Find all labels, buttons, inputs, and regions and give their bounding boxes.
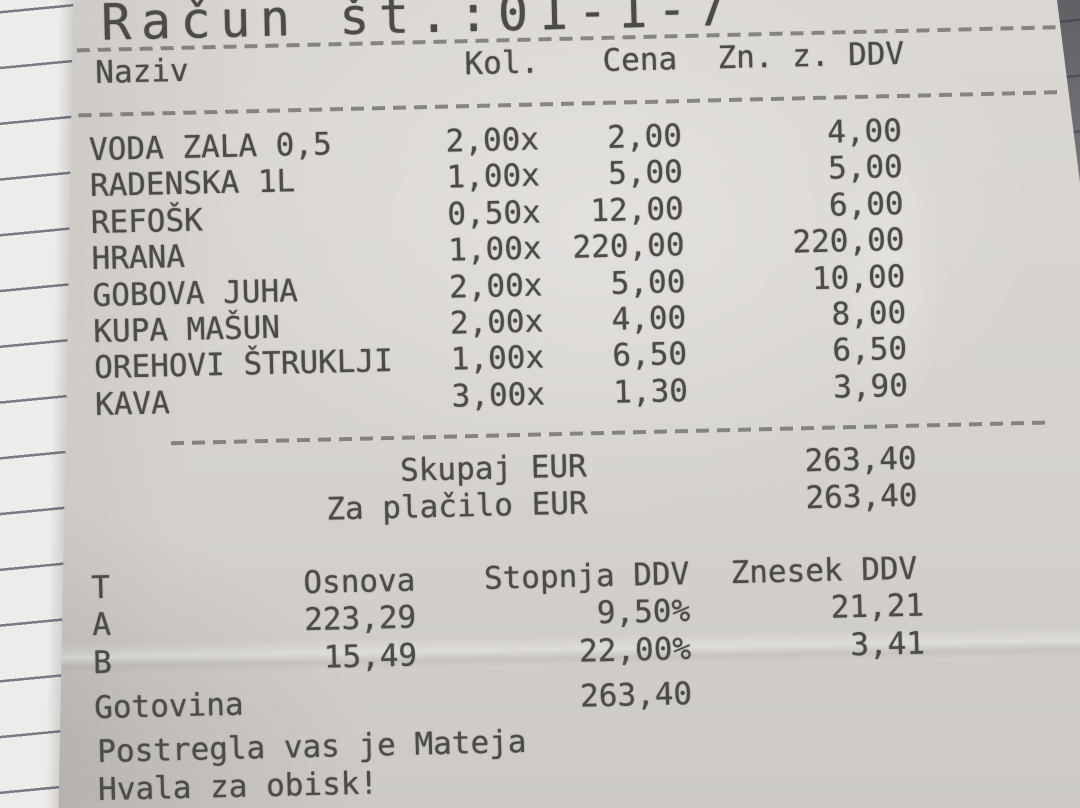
col-header-zn-z-ddv: Zn. z. DDV	[717, 35, 905, 77]
item-name: KUPA MAŠUN	[92, 309, 281, 350]
item-qty: 0,50x	[446, 194, 542, 233]
item-qty: 3,00x	[451, 376, 546, 415]
item-qty: 2,00x	[449, 303, 544, 342]
col-header-cena: Cena	[602, 41, 678, 79]
item-qty: 2,00x	[445, 121, 540, 160]
item-qty: 2,00x	[448, 266, 543, 306]
item-name: VODA ZALA 0,5	[88, 126, 333, 169]
tax-rate: 22,00%	[578, 631, 692, 670]
col-header-kol: Kol.	[464, 44, 540, 83]
paper-sheen	[830, 120, 950, 420]
tax-header-t: T	[91, 569, 111, 607]
item-total: 3,90	[832, 367, 909, 406]
total-amount: 263,40	[804, 440, 918, 480]
total-amount: 263,40	[805, 477, 918, 517]
item-price: 5,00	[610, 263, 686, 302]
tax-header-rate: Stopnja DDV	[483, 556, 690, 597]
payment-method: Gotovina	[93, 686, 244, 727]
item-price: 220,00	[572, 227, 685, 266]
item-price: 12,00	[589, 190, 685, 230]
item-total: 6,00	[828, 185, 905, 224]
total-label: Skupaj EUR	[399, 448, 588, 489]
thanks-note: Hvala za obisk!	[97, 765, 379, 808]
item-total: 5,00	[827, 149, 904, 188]
dashed-separator-header	[78, 90, 1064, 118]
item-name: GOBOVA JUHA	[92, 272, 299, 314]
item-name: RADENSKA 1L	[89, 163, 296, 205]
item-name: HRANA	[91, 239, 186, 278]
item-total: 220,00	[792, 222, 905, 261]
tax-amount: 3,41	[849, 625, 926, 664]
item-price: 6,50	[612, 336, 688, 375]
tax-rate: 9,50%	[596, 593, 691, 632]
tax-base: 15,49	[323, 637, 418, 676]
tax-class: A	[91, 606, 112, 644]
item-name: KAVA	[94, 384, 171, 423]
tax-class: B	[92, 644, 113, 682]
tax-base: 223,29	[303, 599, 417, 639]
receipt-print: Račun št.:01-1-7 Naziv Kol. Cena Zn. z. …	[76, 0, 1064, 808]
items-list: VODA ZALA 0,5 2,00x 2,00 4,00 RADENSKA 1…	[89, 113, 916, 423]
col-header-naziv: Naziv	[94, 52, 190, 91]
item-qty: 1,00x	[447, 230, 542, 269]
payment-amount: 263,40	[579, 676, 693, 715]
item-price: 2,00	[606, 118, 683, 156]
tax-header-amount: Znesek DDV	[730, 550, 918, 592]
item-total: 6,50	[831, 331, 908, 369]
item-total: 8,00	[831, 294, 907, 333]
item-name: REFOŠK	[90, 202, 204, 241]
item-total: 4,00	[826, 112, 903, 151]
dashed-separator-totals	[170, 420, 1051, 446]
item-price: 1,30	[612, 372, 689, 411]
item-qty: 1,00x	[446, 157, 541, 197]
total-label: Za plačilo EUR	[325, 485, 588, 528]
item-qty: 1,00x	[450, 339, 545, 378]
item-total: 10,00	[811, 258, 906, 297]
tax-amount: 21,21	[830, 587, 925, 626]
item-price: 5,00	[607, 154, 684, 193]
item-price: 4,00	[611, 300, 687, 338]
tax-header-base: Osnova	[302, 562, 416, 602]
